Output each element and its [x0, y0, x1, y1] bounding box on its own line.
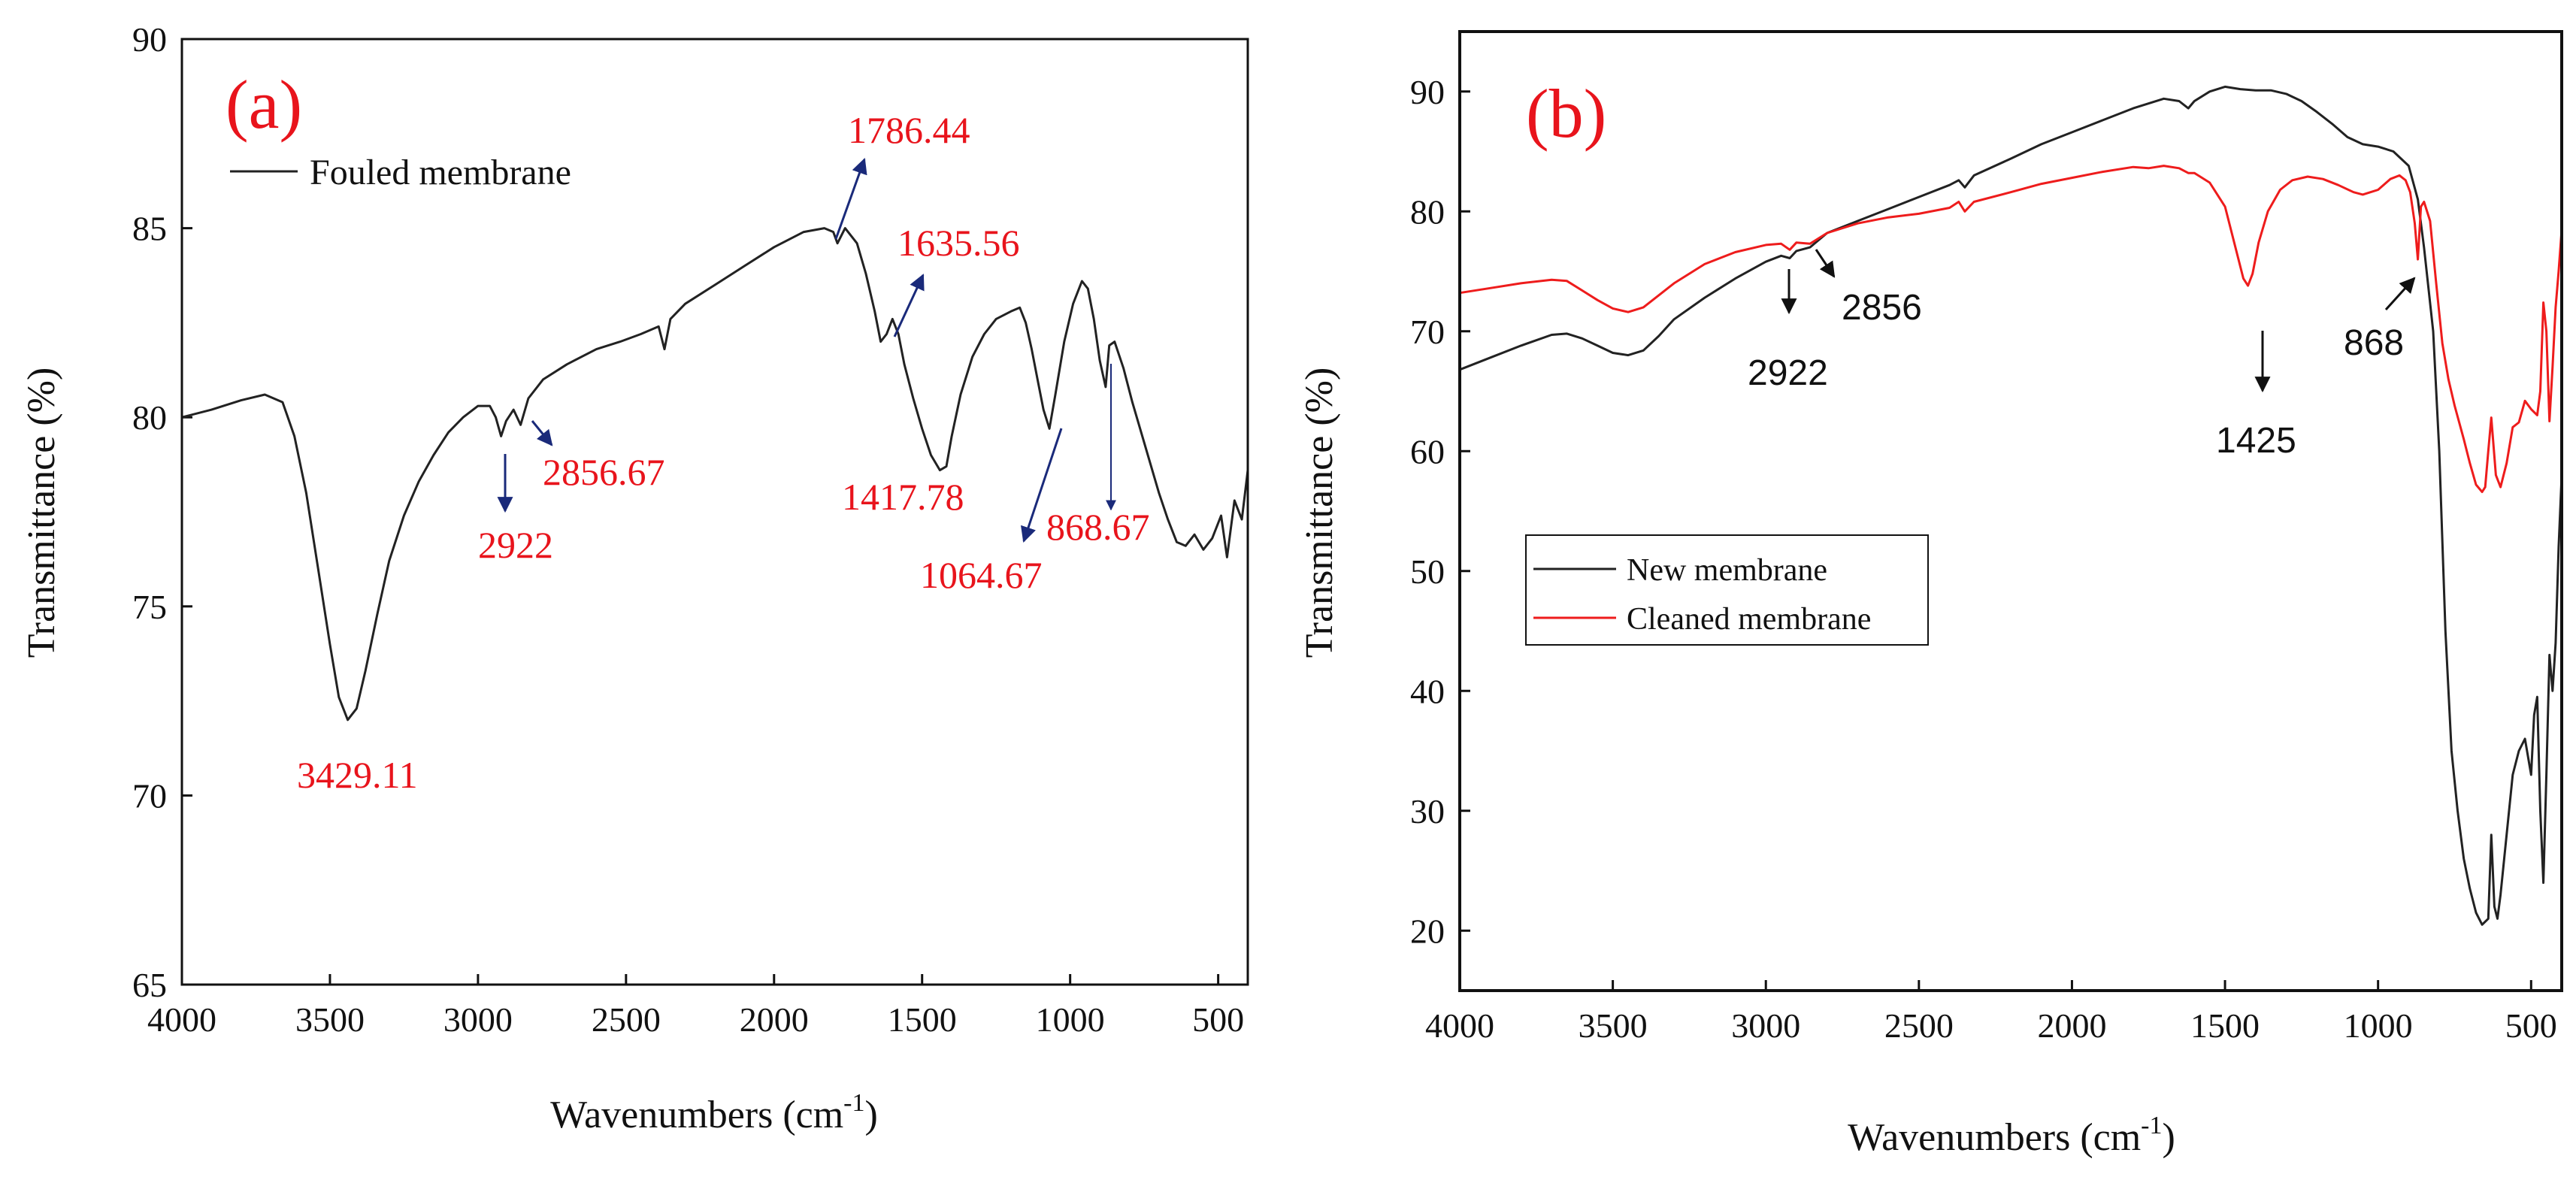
- panel-a-label: (a): [226, 66, 302, 143]
- arrow-1064-67: [1021, 428, 1063, 543]
- panel-b-ytick-label-30: 30: [1410, 792, 1445, 831]
- annotation-1786-44: 1786.44: [848, 109, 970, 151]
- annotation-2856-67: 2856.67: [543, 451, 665, 493]
- panel-b-series-cleaned-membrane: [1459, 165, 2563, 493]
- panel-a-xtick-label-500: 500: [1192, 1000, 1244, 1039]
- panel-a-xtick-label-3500: 3500: [295, 1000, 365, 1039]
- panel-a-series: [181, 227, 1249, 722]
- panel-b-xtick-label-3000: 3000: [1731, 1006, 1800, 1045]
- panel-a-xtick-label-2500: 2500: [592, 1000, 661, 1039]
- panel-b-xlabel: Wavenumbers (cm-1): [1848, 1112, 2175, 1159]
- annotation-b-2856: 2856: [1842, 288, 1922, 328]
- annotation-2922: 2922: [478, 524, 553, 566]
- panel-b-xtick-label-500: 500: [2505, 1006, 2557, 1045]
- panel-a-xtick-label-1000: 1000: [1036, 1000, 1105, 1039]
- panel-b-xtick-label-4000: 4000: [1425, 1006, 1494, 1045]
- panel-a-ytick-label-65: 65: [132, 966, 167, 1004]
- annotation-b-868: 868: [2344, 323, 2404, 363]
- panel-b-xtick-label-1500: 1500: [2190, 1006, 2260, 1045]
- panel-a-frame: [180, 38, 1249, 986]
- panel-b-ylabel: Transmittance (%): [1298, 368, 1341, 658]
- panel-a-ticks: 4000 3500 3000 2500 2000 1500 1000 500 65 70 75 80 8…: [132, 20, 1244, 1039]
- panel-a: 4000 3500 3000 2500 2000 1500 1000 500 65 70 75 80 8…: [20, 20, 1249, 1136]
- panel-b-frame: [1458, 30, 2563, 992]
- panel-b-ytick-label-20: 20: [1410, 912, 1445, 950]
- annotation-b-1425: 1425: [2216, 421, 2296, 461]
- panel-a-xtick-label-4000: 4000: [147, 1000, 216, 1039]
- arrow-2856-67: [531, 420, 553, 446]
- panel-a-series-fouled-membrane: [181, 227, 1249, 722]
- annotation-1064-67: 1064.67: [920, 554, 1043, 596]
- panel-b-legend-new: New membrane: [1627, 553, 1827, 588]
- panel-a-xtick-label-3000: 3000: [443, 1000, 513, 1039]
- panel-b-series-new-membrane: [1459, 85, 2563, 926]
- panel-b-ytick-label-70: 70: [1410, 313, 1445, 351]
- panel-a-ytick-label-75: 75: [132, 588, 167, 626]
- annotation-868-67: 868.67: [1046, 506, 1150, 548]
- panel-b-xtick-label-2000: 2000: [2037, 1006, 2106, 1045]
- annotation-3429-11: 3429.11: [297, 754, 418, 796]
- panel-a-xtick-label-2000: 2000: [740, 1000, 809, 1039]
- panel-a-ytick-label-90: 90: [132, 20, 167, 59]
- panel-b-ytick-label-50: 50: [1410, 552, 1445, 591]
- panel-b-legend-box: [1525, 534, 1929, 646]
- panel-a-xlabel: Wavenumbers (cm-1): [550, 1089, 878, 1136]
- arrow-b-2856: [1815, 249, 1836, 278]
- panel-a-annotation-arrows: [497, 158, 1116, 543]
- panel-a-ytick-label-85: 85: [132, 210, 167, 248]
- panel-b-ytick-label-40: 40: [1410, 672, 1445, 710]
- arrow-1786-44: [834, 158, 867, 240]
- panel-b-series: [1459, 85, 2563, 926]
- panel-b-ytick-label-80: 80: [1410, 192, 1445, 231]
- panel-a-ytick-label-80: 80: [132, 398, 167, 437]
- panel-a-xtick-label-1500: 1500: [888, 1000, 957, 1039]
- panel-b-xtick-label-1000: 1000: [2344, 1006, 2413, 1045]
- annotation-b-2922: 2922: [1748, 353, 1828, 393]
- panel-a-legend-label: Fouled membrane: [310, 153, 571, 192]
- panel-b-ticks: 4000 3500 3000 2500 2000 1500 1000 500 20 30 40 50 6…: [1410, 73, 2557, 1045]
- annotation-1417-78: 1417.78: [842, 476, 964, 518]
- panel-b-xtick-label-2500: 2500: [1884, 1006, 1954, 1045]
- panel-a-ylabel: Transmittance (%): [20, 368, 63, 658]
- panel-b-label: (b): [1526, 75, 1606, 152]
- panel-b-legend-cleaned: Cleaned membrane: [1627, 602, 1871, 637]
- annotation-1635-56: 1635.56: [898, 222, 1020, 264]
- panel-b-ytick-label-90: 90: [1410, 73, 1445, 111]
- panel-b-annotation-arrows: [1781, 249, 2416, 393]
- panel-b: 4000 3500 3000 2500 2000 1500 1000 500 20 30 40 50 6…: [1298, 30, 2563, 1159]
- panel-b-ytick-label-60: 60: [1410, 432, 1445, 470]
- arrow-1635-56: [893, 274, 925, 337]
- panel-a-ytick-label-70: 70: [132, 776, 167, 815]
- arrow-b-868: [2384, 277, 2416, 311]
- panel-b-xtick-label-3500: 3500: [1579, 1006, 1648, 1045]
